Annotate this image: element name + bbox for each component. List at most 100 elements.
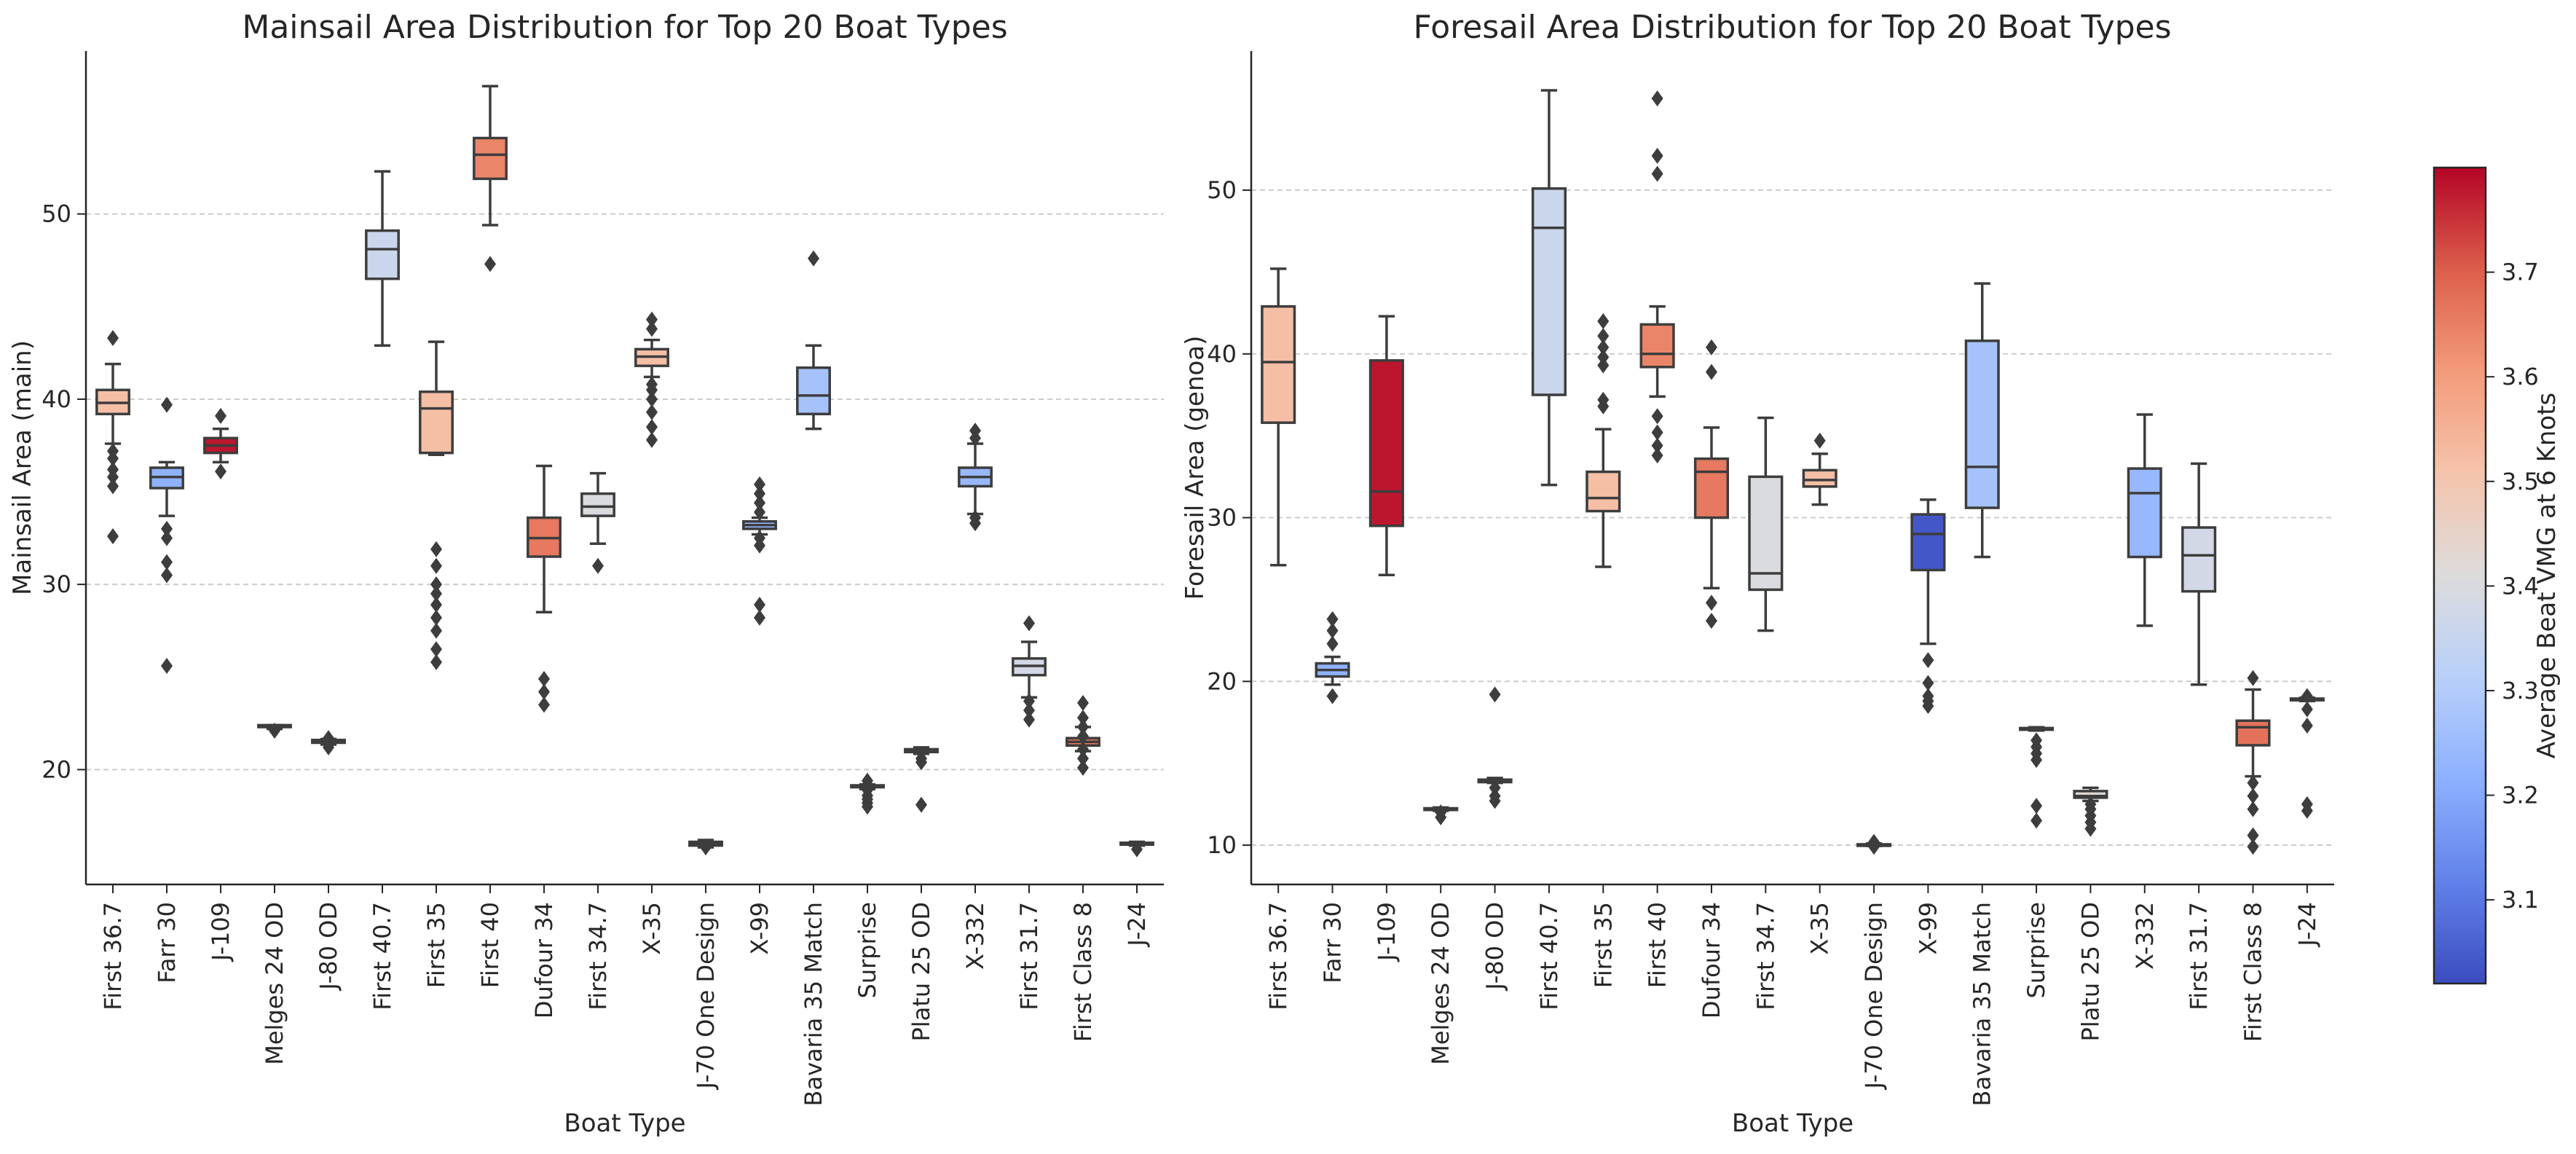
outlier-point — [2247, 788, 2259, 804]
outlier-point — [969, 515, 981, 532]
x-tick-label: Bavaria 35 Match — [1969, 902, 1996, 1106]
outlier-point — [808, 250, 819, 267]
x-tick-label: First 35 — [1589, 902, 1617, 988]
outlier-point — [2031, 812, 2043, 829]
outlier-point — [700, 839, 712, 856]
outlier-point — [2247, 801, 2259, 817]
outlier-point — [754, 495, 765, 511]
x-tick-label: X-35 — [1806, 902, 1834, 955]
outlier-point — [430, 557, 442, 574]
outlier-point — [430, 609, 442, 626]
box-iqr — [1748, 475, 1784, 592]
outlier-point — [430, 597, 442, 613]
box-x-332 — [958, 423, 993, 532]
x-tick-label: Bavaria 35 Match — [800, 902, 827, 1106]
outlier-point — [215, 407, 227, 424]
box-first-31-7 — [1012, 615, 1047, 728]
outlier-point — [592, 557, 604, 574]
chart-panel-2: 10 20 30 40 50 First 36.7 Farr 30 J-109 Melges 2… — [1181, 9, 2334, 1138]
outlier-point — [2247, 670, 2259, 686]
outlier-point — [1705, 613, 1717, 629]
x-tick-label: Surprise — [2022, 902, 2050, 998]
x-tick-label: First 31.7 — [1015, 902, 1043, 1010]
x-tick-label: Melges 24 OD — [261, 902, 288, 1065]
outlier-point — [430, 576, 442, 593]
outlier-point — [430, 622, 442, 639]
box-j-80-od — [311, 730, 346, 755]
box-first-class-8 — [1066, 694, 1100, 776]
x-axis-label: Boat Type — [1732, 1109, 1854, 1138]
outlier-point — [161, 520, 173, 537]
outlier-point — [107, 468, 119, 485]
colorbar-tick-label: 3.2 — [2502, 782, 2539, 809]
outlier-point — [646, 382, 658, 399]
box-x-332 — [2127, 413, 2162, 627]
box-first-34-7 — [1748, 416, 1784, 632]
box-iqr — [1964, 339, 2000, 509]
outlier-point — [323, 739, 334, 755]
x-tick-label: X-35 — [638, 902, 666, 955]
outlier-point — [323, 730, 334, 747]
box-surprise — [850, 772, 885, 815]
box-iqr — [1693, 457, 1730, 519]
x-tick-label: First 40.7 — [369, 902, 396, 1010]
box-iqr — [365, 229, 400, 280]
outlier-point — [430, 653, 442, 670]
outlier-point — [915, 754, 927, 771]
x-tick-label: J-109 — [1373, 902, 1401, 962]
outlier-point — [1705, 594, 1717, 611]
x-tick-label: J-109 — [207, 902, 235, 962]
outlier-point — [1597, 398, 1610, 415]
y-tick-label: 20 — [42, 755, 71, 783]
box-j-70-one-design — [1856, 833, 1892, 855]
colorbar-tick-label: 3.5 — [2502, 468, 2539, 495]
outlier-point — [2301, 802, 2313, 819]
box-iqr — [1639, 323, 1675, 369]
x-tick-label: Dufour 34 — [530, 902, 558, 1018]
outlier-point — [646, 404, 658, 420]
x-tick-label: X-99 — [746, 902, 773, 955]
outlier-point — [1651, 437, 1663, 454]
box-iqr — [2181, 526, 2217, 593]
box-farr-30 — [1315, 611, 1350, 704]
colorbar-tick-label: 3.4 — [2502, 572, 2539, 600]
x-tick-label: Farr 30 — [153, 902, 181, 984]
y-axis-label: Mainsail Area (main) — [8, 340, 37, 595]
outlier-point — [107, 528, 119, 545]
colorbar: 3.1 3.2 3.3 3.4 3.5 3.6 3.7 Average Beat VMG at… — [2433, 166, 2561, 985]
box-first-40 — [473, 85, 508, 272]
y-tick-label: 40 — [1207, 340, 1237, 368]
outlier-point — [646, 390, 658, 407]
outlier-point — [2247, 774, 2259, 791]
outlier-point — [2031, 798, 2043, 815]
outlier-point — [1922, 675, 1934, 691]
x-tick-label: X-99 — [1914, 902, 1942, 955]
box-first-40-7 — [365, 170, 400, 347]
outlier-point — [2301, 701, 2313, 718]
outlier-point — [915, 796, 927, 813]
x-tick-label: Dufour 34 — [1698, 902, 1725, 1018]
box-bavaria-35-match — [1964, 282, 2000, 559]
y-tick-label: 40 — [42, 385, 71, 413]
x-tick-label: J-80 OD — [1481, 902, 1509, 992]
outlier-point — [1077, 750, 1089, 767]
box-first-31-7 — [2181, 462, 2217, 686]
box-iqr — [580, 492, 615, 517]
box-first-35 — [419, 340, 454, 670]
box-j-24 — [1119, 840, 1154, 857]
outlier-point — [1651, 408, 1663, 425]
outlier-point — [107, 478, 119, 495]
outlier-point — [1705, 364, 1717, 380]
x-tick-label: First 35 — [422, 902, 450, 988]
box-x-35 — [634, 311, 669, 448]
colorbar-tick-label: 3.6 — [2502, 363, 2539, 390]
x-axis-label: Boat Type — [564, 1109, 685, 1138]
x-tick-label: First Class 8 — [2239, 902, 2266, 1042]
box-platu-25-od — [904, 746, 939, 813]
y-tick-label: 30 — [1207, 504, 1237, 532]
outlier-point — [1922, 698, 1934, 715]
chart-panel-1: 20 30 40 50 First 36.7 Farr 30 J-109 Melges 24 … — [8, 9, 1164, 1138]
outlier-point — [1326, 688, 1339, 704]
outlier-point — [754, 597, 765, 613]
